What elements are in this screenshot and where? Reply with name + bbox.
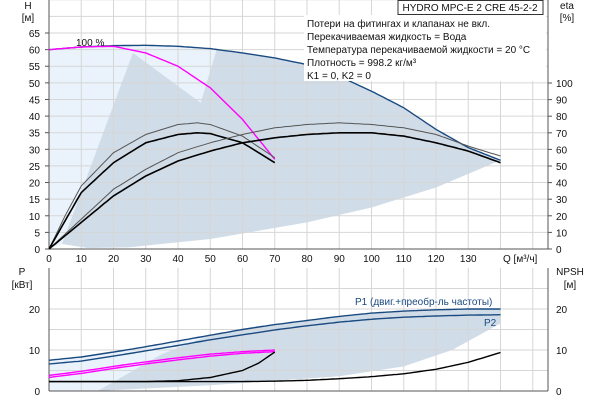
eta-axis-unit: [%] [560,13,575,24]
h-tick-label: 25 [29,162,41,173]
q-tick-label: 70 [269,254,281,265]
h-tick-label: 50 [29,79,41,90]
npsh-tick-label: 10 [556,346,568,357]
q-tick-label: 20 [108,254,120,265]
npsh-tick-label: 0 [556,387,562,398]
p-tick-label: 20 [29,305,41,316]
curves [48,44,501,383]
eta-tick-label: 70 [556,129,568,140]
h-axis-unit: [м] [22,13,35,24]
title-box [397,0,544,15]
top-curve-2 [48,122,276,250]
q-tick-label: 10 [76,254,88,265]
top-curve-0 [48,44,501,161]
curve-label-100-percent: 100 % [76,38,104,49]
p-tick-label: 10 [29,346,41,357]
q-tick-label: 100 [363,254,380,265]
note-k-coefficients: K1 = 0, K2 = 0 [307,71,371,82]
eta-tick-label: 40 [556,179,568,190]
region-light-bottom [49,335,211,391]
p-axis-label: P [19,267,26,278]
h-tick-label: 35 [29,129,41,140]
eta-tick-label: 30 [556,195,568,206]
p-axis-unit: [кВт] [12,280,33,291]
top-curve-5 [48,132,501,250]
note-liquid: Перекачиваемая жидкость = Вода [307,32,467,43]
bottom-curve-2 [48,349,275,377]
h-tick-label: 5 [34,228,40,239]
npsh-axis-label: NPSH [556,267,584,278]
q-tick-label: 80 [301,254,313,265]
p-tick-label: 0 [34,387,40,398]
npsh-tick-label: 20 [556,305,568,316]
q-tick-label: 110 [396,254,412,265]
legend-p2: P2 [484,318,497,329]
legend-p1: P1 (двиг.+преобр-ль частоты) [355,296,492,308]
eta-tick-label: 0 [556,245,562,256]
eta-tick-label: 10 [556,228,568,239]
h-tick-label: 30 [29,145,41,156]
bottom-curve-1 [48,314,501,365]
h-tick-label: 45 [29,95,41,106]
bottom-curve-5 [49,351,501,383]
top-curve-3 [48,131,276,250]
h-tick-label: 20 [29,179,41,190]
h-tick-label: 0 [34,245,40,256]
bottom-curve-0 [48,308,501,361]
h-tick-label: 40 [29,112,41,123]
note-temperature: Температура перекачиваемой жидкости = 20… [307,45,530,56]
note-density: Плотность = 998.2 кг/м³ [307,58,417,69]
eta-tick-label: 90 [556,96,568,107]
bottom-curve-3 [48,350,275,379]
h-tick-label: 10 [29,212,41,223]
h-tick-label: 55 [29,62,41,73]
tick-labels: 0 10 20 30 40 50 60 70 80 90 100 110 120 130051015202… [29,29,573,398]
top-curve-1 [48,45,276,160]
notes-box [304,15,546,81]
eta-tick-label: 50 [556,162,568,173]
top-curve-4 [48,122,501,250]
q-tick-label: 90 [334,254,346,265]
pump-title: HYDRO MPC-E 2 CRE 45-2-2 [402,3,537,14]
h-axis-label: H [24,1,31,12]
eta-axis-label: eta [560,1,574,12]
q-tick-label: 60 [237,254,249,265]
eta-tick-label: 100 [556,79,573,90]
q-tick-label: 30 [140,254,152,265]
npsh-axis-unit: [м] [564,280,577,291]
q-axis-label: Q [м³/ч] [503,254,538,265]
q-tick-label: 40 [172,254,184,265]
q-tick-label: 50 [205,254,217,265]
eta-tick-label: 20 [556,212,568,223]
q-tick-label: 0 [46,254,52,265]
note-fittings: Потери на фитингах и клапанах не вкл. [307,18,490,30]
eta-tick-label: 80 [556,112,568,123]
eta-tick-label: 60 [556,145,568,156]
h-tick-label: 15 [29,195,41,206]
h-tick-label: 65 [29,29,41,40]
q-tick-label: 120 [428,254,445,265]
h-tick-label: 60 [29,46,41,57]
q-tick-label: 130 [460,254,477,265]
